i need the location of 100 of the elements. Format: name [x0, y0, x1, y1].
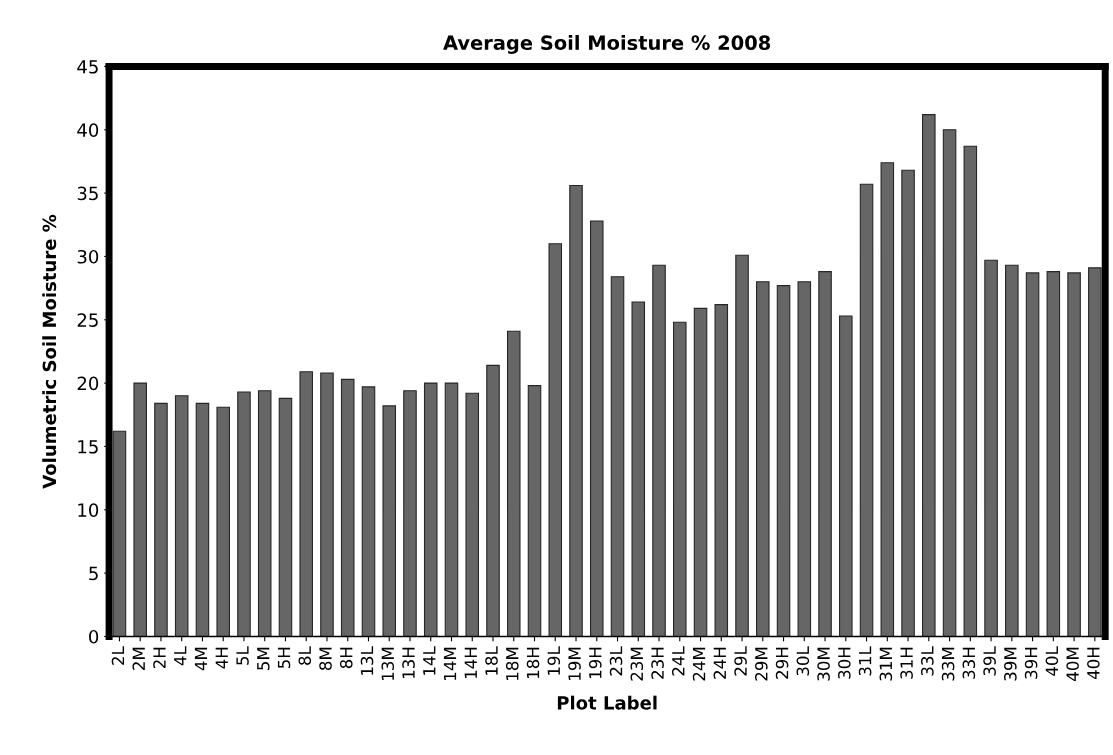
- x-tick-label: 23H: [651, 647, 664, 679]
- bar: [589, 220, 604, 637]
- x-tick-label: 13H: [402, 647, 415, 679]
- bar: [278, 397, 293, 637]
- y-tick-label: 30: [77, 249, 99, 264]
- x-tick-label: 2M: [132, 647, 145, 670]
- bar: [1005, 264, 1019, 637]
- chart-title: Average Soil Moisture % 2008: [443, 35, 771, 54]
- x-tick-label: 39M: [1004, 647, 1017, 681]
- bar: [631, 301, 646, 637]
- bar: [693, 307, 708, 637]
- bar: [1025, 272, 1040, 637]
- bar: [1046, 271, 1061, 637]
- y-tick-label: 0: [89, 629, 99, 644]
- x-tick-label: 33L: [921, 646, 934, 676]
- y-axis-title: Volumetric Soil Moisture %: [42, 214, 57, 489]
- x-tick-label: 19M: [568, 647, 581, 680]
- x-tick-label: 31H: [900, 647, 913, 679]
- x-tick-label: 4M: [194, 647, 208, 671]
- x-tick-label: 19H: [588, 647, 602, 679]
- x-tick-label: 31L: [858, 646, 872, 676]
- x-tick-label: 33H: [962, 647, 976, 679]
- x-tick-label: 4L: [174, 646, 187, 666]
- bar: [423, 382, 438, 637]
- x-tick-label: 40M: [1066, 647, 1079, 681]
- x-tick-label: 18L: [485, 646, 498, 675]
- bar: [922, 114, 936, 637]
- x-tick-label: 8L: [298, 646, 312, 665]
- bar: [486, 364, 500, 637]
- bar: [403, 390, 417, 637]
- bar: [984, 259, 998, 637]
- bar: [672, 321, 687, 637]
- x-tick-label: 14L: [423, 646, 436, 675]
- bar: [444, 382, 459, 637]
- bar: [839, 315, 853, 637]
- x-tick-label: 14H: [464, 647, 477, 679]
- x-tick-label: 33M: [941, 647, 955, 681]
- bar: [942, 129, 957, 637]
- x-tick-label: 31M: [879, 647, 893, 681]
- bar: [548, 243, 563, 637]
- bar: [797, 281, 812, 637]
- bar: [610, 276, 625, 637]
- bar: [652, 264, 666, 637]
- bar: [237, 391, 251, 637]
- bar: [880, 162, 895, 637]
- bar: [257, 390, 272, 637]
- bar: [756, 281, 770, 637]
- y-tick-label: 25: [77, 313, 98, 327]
- bar: [382, 405, 397, 637]
- x-tick-label: 4H: [215, 647, 228, 669]
- x-tick-label: 23M: [630, 647, 644, 681]
- x-tick-label: 19L: [547, 646, 561, 675]
- bar: [154, 402, 168, 637]
- x-tick-label: 14M: [443, 647, 457, 680]
- x-tick-label: 30H: [838, 647, 851, 679]
- bar: [174, 395, 189, 637]
- x-tick-label: 8H: [339, 647, 353, 669]
- x-tick-label: 40H: [1087, 647, 1100, 680]
- bar: [216, 406, 230, 637]
- x-tick-label: 2H: [153, 647, 166, 669]
- x-tick-label: 24H: [713, 647, 726, 679]
- y-tick-label: 10: [78, 503, 99, 517]
- x-tick-label: 39L: [983, 646, 996, 676]
- x-tick-label: 8M: [319, 647, 332, 671]
- x-tick-label: 24M: [692, 647, 706, 681]
- y-tick-label: 20: [77, 376, 99, 391]
- bar: [818, 271, 832, 637]
- bar: [776, 285, 791, 637]
- bar: [963, 145, 978, 637]
- y-tick-label: 45: [77, 60, 98, 74]
- bar: [735, 254, 749, 637]
- bar: [361, 386, 376, 637]
- x-tick-label: 13M: [381, 647, 395, 680]
- bar: [527, 385, 542, 637]
- x-tick-label: 13L: [360, 646, 374, 675]
- x-tick-label: 29M: [755, 647, 768, 681]
- x-tick-label: 5L: [236, 646, 249, 665]
- x-tick-label: 29H: [775, 647, 789, 679]
- x-tick-label: 5M: [257, 647, 270, 670]
- bar: [133, 382, 147, 637]
- y-tick-label: 35: [77, 186, 98, 201]
- x-tick-label: 24L: [672, 646, 685, 676]
- x-tick-label: 40L: [1045, 646, 1059, 676]
- bar: [195, 402, 210, 637]
- y-tick-label: 5: [89, 566, 98, 581]
- y-tick-label: 15: [78, 440, 98, 454]
- x-axis-title: Plot Label: [557, 695, 657, 710]
- bar: [465, 392, 480, 637]
- bar: [506, 330, 521, 637]
- bar: [1067, 272, 1081, 637]
- x-tick-label: 29L: [734, 646, 747, 676]
- bar: [714, 304, 729, 637]
- x-tick-label: 18H: [526, 647, 540, 679]
- bar: [859, 183, 874, 637]
- bar: [299, 371, 314, 637]
- bar: [320, 372, 334, 637]
- bar: [901, 169, 915, 637]
- x-tick-label: 39H: [1024, 647, 1038, 679]
- x-tick-label: 23L: [609, 646, 623, 676]
- bar: [569, 184, 583, 637]
